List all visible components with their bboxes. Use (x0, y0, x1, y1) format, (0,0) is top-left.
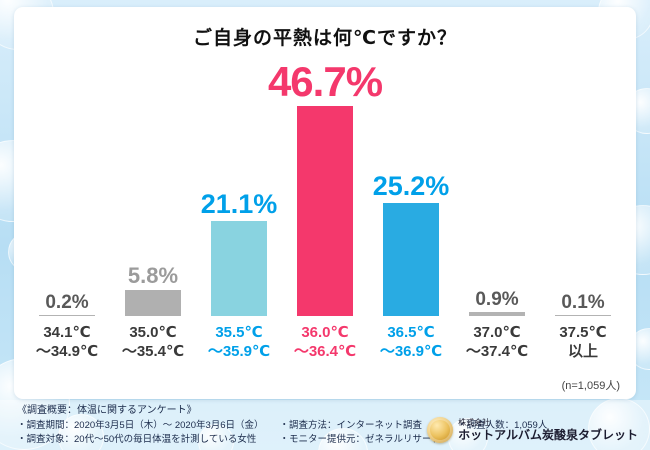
bar (555, 314, 611, 316)
bar (469, 311, 525, 316)
range-line2: 〜35.9℃ (207, 343, 271, 360)
range-line1: 36.0℃ (301, 324, 349, 341)
bar (125, 289, 181, 316)
gold-medal-icon (427, 417, 454, 443)
bar (211, 221, 267, 316)
footer-strip (0, 400, 650, 450)
bar-category-label: 37.0℃ 〜37.4℃ (466, 323, 528, 361)
bar-category-label: 37.5℃ 以上 (559, 323, 606, 361)
bar-column-6: 0.9% 37.0℃ 〜37.4℃ (454, 54, 540, 361)
bubble-decoration (198, 424, 234, 450)
range-line2: 〜35.4℃ (121, 343, 185, 360)
bar-category-label: 35.0℃ 〜35.4℃ (122, 323, 184, 361)
bar-value-label: 21.1% (200, 189, 278, 220)
survey-note-target: ・調査対象：20代〜50代の毎日体温を計測している女性 (17, 434, 257, 445)
bar-value-label: 0.9% (475, 288, 519, 310)
survey-overview-title: 《調査概要：体温に関するアンケート》 (17, 405, 197, 416)
range-line2: 〜36.4℃ (293, 343, 357, 360)
survey-note-monitor: ・モニター提供元：ゼネラルリサーチ (279, 434, 442, 445)
range-line1: 36.5℃ (387, 324, 435, 341)
bar (297, 105, 353, 316)
bar-value-label: 5.8% (127, 262, 179, 288)
range-line1: 35.0℃ (129, 324, 177, 341)
bar (39, 314, 95, 316)
range-line2: 以上 (567, 343, 598, 360)
range-line2: 〜37.4℃ (465, 343, 529, 360)
bar-column-7: 0.1% 37.5℃ 以上 (540, 54, 626, 361)
bar-column-2: 5.8% 35.0℃ 〜35.4℃ (110, 54, 196, 361)
bubble-decoration (448, 418, 488, 450)
chart-title: ご自身の平熱は何℃ですか？ (192, 28, 457, 49)
bar-category-label: 34.1℃ 〜34.9℃ (36, 323, 98, 361)
survey-note-method: ・調査方法：インターネット調査 (279, 420, 423, 431)
bar-value-label: 0.1% (561, 291, 605, 313)
company-logo: 株式会社 ホットアルバム炭酸泉タブレット (427, 417, 638, 443)
bar-category-label: 35.5℃ 〜35.9℃ (208, 323, 270, 361)
survey-note-period: ・調査期間：2020年3月5日（木）〜 2020年3月6日（金） (17, 420, 264, 431)
company-prefix: 株式会社 (458, 418, 491, 427)
bar-column-1: 0.2% 34.1℃ 〜34.9℃ (24, 54, 110, 361)
range-line2: 〜34.9℃ (35, 343, 99, 360)
bubble-decoration (58, 414, 104, 450)
bar-column-5: 25.2% 36.5℃ 〜36.9℃ (368, 54, 454, 361)
range-line1: 35.5℃ (215, 324, 263, 341)
range-line1: 37.5℃ (559, 324, 607, 341)
bar-column-3: 21.1% 35.5℃ 〜35.9℃ (196, 54, 282, 361)
bar (383, 202, 439, 316)
bar-value-label: 46.7% (267, 57, 383, 105)
company-name: ホットアルバム炭酸泉タブレット (458, 428, 638, 442)
bar-category-label: 36.0℃ 〜36.4℃ (294, 323, 356, 361)
survey-note-count: ・調査人数：1,059人 (457, 420, 548, 431)
bar-category-label: 36.5℃ 〜36.9℃ (380, 323, 442, 361)
sample-size-label: (n=1,059人) (561, 380, 620, 392)
range-line2: 〜36.9℃ (379, 343, 443, 360)
survey-overview: 《調査概要：体温に関するアンケート》 ・調査期間：2020年3月5日（木）〜 2… (17, 404, 547, 447)
bar-chart: 0.2% 34.1℃ 〜34.9℃ 5.8% 35.0℃ 〜35.4℃ (14, 54, 636, 361)
range-line1: 37.0℃ (473, 324, 521, 341)
bar-value-label: 0.2% (45, 291, 89, 313)
range-line1: 34.1℃ (43, 324, 91, 341)
bar-value-label: 25.2% (372, 170, 450, 201)
chart-panel: ご自身の平熱は何℃ですか？ 0.2% 34.1℃ 〜34.9℃ 5.8% (14, 7, 636, 399)
bar-column-4: 46.7% 36.0℃ 〜36.4℃ (268, 54, 383, 361)
